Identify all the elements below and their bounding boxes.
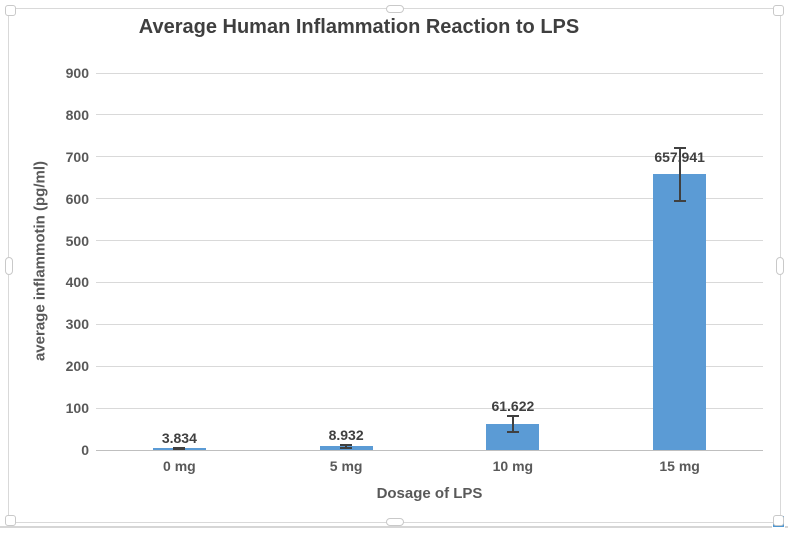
x-axis-title: Dosage of LPS	[376, 485, 483, 502]
error-bar-cap	[673, 146, 686, 149]
y-gridline	[96, 156, 763, 158]
error-bar-cap	[673, 200, 686, 203]
y-tick-label: 0	[81, 442, 89, 458]
y-tick-label: 400	[65, 274, 89, 291]
error-bar-cap	[173, 448, 186, 451]
y-tick-label: 200	[65, 358, 89, 375]
error-bar	[678, 147, 681, 202]
x-tick-label: 10 mg	[492, 458, 534, 474]
data-label: 657.941	[654, 148, 705, 165]
data-label: 3.834	[161, 429, 197, 446]
x-tick-label: 0 mg	[163, 458, 196, 474]
chart-selection-handle[interactable]	[386, 5, 404, 13]
error-bar	[511, 416, 514, 433]
y-gridline	[96, 365, 763, 367]
chart-frame[interactable]: Average Human Inflammation Reaction to L…	[5, 5, 784, 526]
x-tick-label: 5 mg	[329, 458, 363, 474]
y-gridline	[96, 240, 763, 242]
chart-title: Average Human Inflammation Reaction to L…	[138, 16, 580, 38]
chart-selection-handle[interactable]	[773, 5, 784, 16]
y-axis-title: average inflammotin (pg/ml)	[31, 160, 49, 362]
chart-selection-handle[interactable]	[5, 5, 16, 16]
data-label: 8.932	[328, 427, 364, 443]
y-tick-label: 600	[65, 190, 89, 207]
y-tick-label: 100	[65, 400, 89, 417]
y-gridline	[96, 281, 763, 283]
y-gridline	[96, 198, 763, 200]
y-tick-label: 800	[65, 106, 89, 123]
y-tick-label: 500	[65, 232, 89, 249]
chart-selection-handle[interactable]	[773, 515, 784, 526]
worksheet-gridline	[0, 526, 788, 528]
y-gridline	[96, 72, 763, 74]
y-tick-label: 300	[65, 316, 89, 333]
error-bar	[345, 445, 348, 448]
y-gridline	[96, 323, 763, 325]
y-tick-label: 900	[65, 65, 89, 81]
error-bar-cap	[506, 431, 519, 434]
chart-selection-handle[interactable]	[5, 515, 16, 526]
x-tick-label: 15 mg	[659, 458, 700, 474]
plot-area: 3.834 8.932 61.622 657.941	[96, 72, 763, 451]
error-bar-cap	[340, 446, 353, 449]
bar-15-mg[interactable]	[653, 174, 707, 450]
y-tick-label: 700	[65, 148, 89, 165]
y-gridline	[96, 407, 763, 409]
x-axis-line	[96, 449, 763, 451]
error-bar-cap	[506, 415, 519, 418]
chart-selection-handle[interactable]	[386, 518, 404, 526]
chart-selection-handle[interactable]	[776, 257, 784, 275]
y-gridline	[96, 114, 763, 116]
error-bar-cap	[340, 444, 353, 446]
error-bar-cap	[173, 446, 186, 449]
chart-selection-handle[interactable]	[5, 257, 13, 275]
data-label: 61.622	[491, 398, 535, 415]
